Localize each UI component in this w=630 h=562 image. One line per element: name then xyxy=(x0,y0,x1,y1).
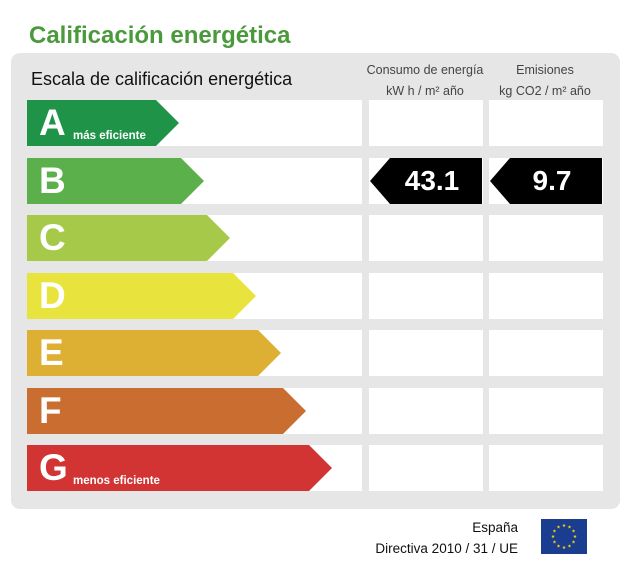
consumo-cell-e xyxy=(369,330,483,376)
eu-star-icon xyxy=(556,544,561,548)
rating-letter-e: E xyxy=(39,332,64,373)
eu-star-icon xyxy=(552,540,557,544)
consumo-value: 43.1 xyxy=(404,165,460,196)
footer-country: España xyxy=(472,520,518,535)
eu-flag-icon xyxy=(541,519,587,554)
consumo-cell-d xyxy=(369,273,483,319)
emisiones-column-header: Emisiones kg CO2 / m² año xyxy=(486,62,604,99)
rating-arrow-d: D xyxy=(27,273,256,319)
eu-star-icon xyxy=(551,534,555,539)
emisiones-value: 9.7 xyxy=(532,165,572,196)
eu-star-icon xyxy=(552,529,557,533)
scale-label: Escala de calificación energética xyxy=(31,69,293,89)
emisiones-header-line2: kg CO2 / m² año xyxy=(499,84,591,98)
consumo-cell-f xyxy=(369,388,483,434)
emisiones-cell-f xyxy=(489,388,603,434)
eu-star-icon xyxy=(556,525,561,529)
rating-arrow-b: B xyxy=(27,158,204,204)
page-title: Calificación energética xyxy=(29,22,291,49)
rating-letter-a: A xyxy=(39,102,66,143)
rating-letter-d: D xyxy=(39,275,66,316)
rating-arrow-e: E xyxy=(27,330,281,376)
eu-star-icon xyxy=(571,540,576,544)
consumo-cell-a xyxy=(369,100,483,146)
rating-letter-f: F xyxy=(39,390,62,431)
eu-star-icon xyxy=(571,529,576,533)
emisiones-cell-a xyxy=(489,100,603,146)
rating-sublabel-a: más eficiente xyxy=(73,130,146,142)
rating-letter-g: G xyxy=(39,447,68,488)
emisiones-cell-b: 9.7 xyxy=(489,158,603,204)
eu-star-icon xyxy=(567,525,572,529)
eu-star-icon xyxy=(573,534,577,539)
consumo-cell-b: 43.1 xyxy=(369,158,483,204)
eu-star-icon xyxy=(567,544,572,548)
emisiones-cell-e xyxy=(489,330,603,376)
rating-arrow-c: C xyxy=(27,215,230,261)
eu-star-icon xyxy=(562,523,566,528)
emisiones-cell-d xyxy=(489,273,603,319)
consumo-cell-c xyxy=(369,215,483,261)
emisiones-cell-c xyxy=(489,215,603,261)
emisiones-cell-g xyxy=(489,445,603,491)
consumo-header-line1: Consumo de energía xyxy=(366,63,484,77)
consumo-header-line2: kW h / m² año xyxy=(386,84,464,98)
consumo-column-header: Consumo de energía kW h / m² año xyxy=(366,62,484,99)
consumo-value-badge: 43.1 xyxy=(370,158,482,204)
rating-letter-c: C xyxy=(39,217,66,258)
consumo-cell-g xyxy=(369,445,483,491)
emisiones-value-badge: 9.7 xyxy=(490,158,602,204)
emisiones-header-line1: Emisiones xyxy=(516,63,574,77)
rating-letter-b: B xyxy=(39,160,66,201)
footer-directive: Directiva 2010 / 31 / UE xyxy=(375,541,518,556)
rating-sublabel-g: menos eficiente xyxy=(73,475,160,487)
eu-star-icon xyxy=(562,545,566,550)
rating-arrow-f: F xyxy=(27,388,306,434)
